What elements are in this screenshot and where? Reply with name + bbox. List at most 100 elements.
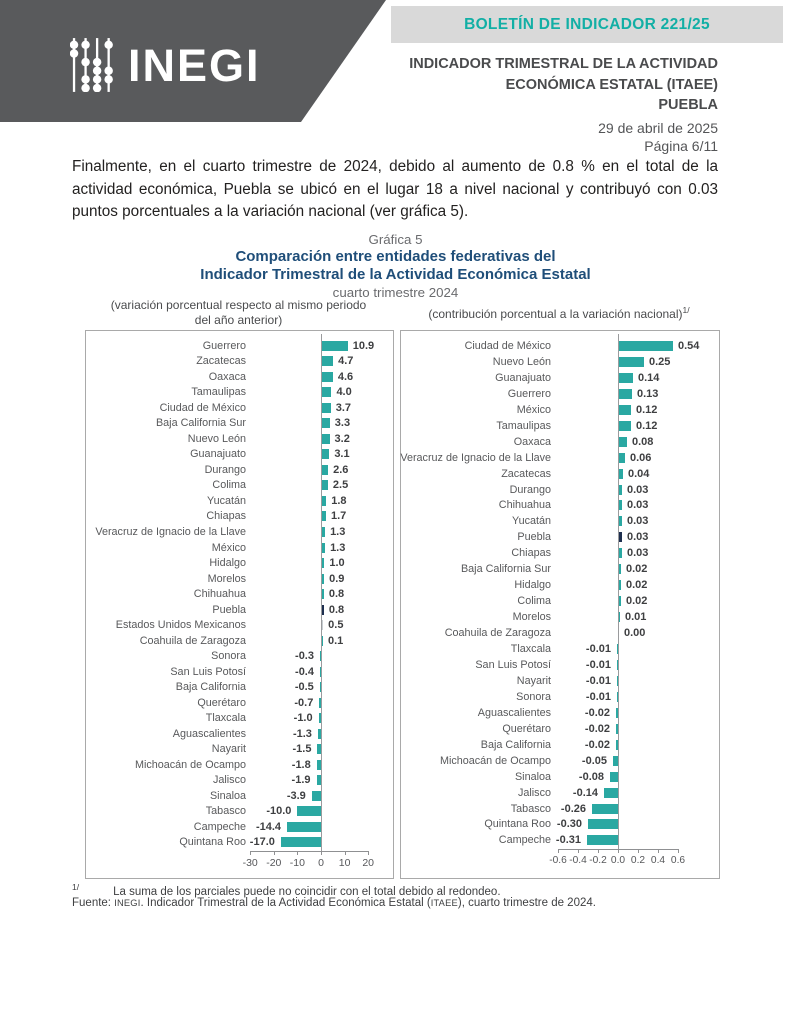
chart-row-label: Quintana Roo (484, 818, 551, 831)
chart-value-label: 0.00 (624, 627, 646, 640)
chart-bar (616, 739, 618, 750)
chart-value-label: -0.02 (584, 738, 610, 751)
chart-bar (588, 819, 618, 830)
chart-bar (322, 542, 326, 553)
x-axis-tick-label: 20 (362, 857, 375, 870)
chart-bar (616, 723, 618, 734)
bulletin-band: BOLETÍN DE INDICADOR 221/25 (391, 6, 783, 43)
x-axis-tick (273, 851, 275, 856)
chart-bar (613, 755, 618, 766)
chart-value-label: 0.02 (626, 563, 648, 576)
chart-bar (619, 340, 673, 351)
chart-value-label: 0.08 (632, 435, 654, 448)
chart-bar (322, 356, 334, 367)
chart-row-label: Ciudad de México (159, 401, 246, 414)
chart-row-label: Querétaro (197, 696, 246, 709)
chart-row-label: Zacatecas (196, 355, 246, 368)
chart-value-label: 0.25 (649, 355, 671, 368)
x-axis-tick-label: 0.6 (670, 855, 686, 867)
chart-value-label: 0.02 (626, 595, 648, 608)
chart-value-label: -0.26 (560, 802, 586, 815)
chart-value-label: -10.0 (266, 805, 292, 818)
chart-row-label: Chihuahua (498, 499, 551, 512)
figure-subtitle: cuarto trimestre 2024 (332, 285, 459, 300)
chart-bar (617, 675, 618, 686)
chart-value-label: 3.2 (334, 432, 350, 445)
chart-value-label: -1.8 (291, 758, 311, 771)
figure-title-line-2: Indicador Trimestral de la Actividad Eco… (200, 266, 591, 283)
x-axis-tick (250, 851, 252, 856)
chart-row-label: Baja California Sur (155, 417, 246, 430)
footnote: 1/La suma de los parciales puede no coin… (72, 882, 752, 898)
chart-bar (619, 548, 622, 559)
x-axis-tick (344, 851, 346, 856)
chart-row-label: Chihuahua (193, 588, 246, 601)
chart-row-label: Oaxaca (208, 370, 246, 383)
x-axis-tick (678, 849, 679, 854)
chart-row-label: Michoacán de Ocampo (134, 758, 246, 771)
chart-bar (322, 604, 324, 615)
chart-value-label: -17.0 (249, 836, 275, 849)
chart-bar (619, 500, 622, 511)
doc-title-line-2: ECONÓMICA ESTATAL (ITAEE) (505, 76, 718, 93)
source-suffix: ), cuarto trimestre de 2024. (457, 897, 596, 909)
x-axis-tick-label: 0.4 (650, 855, 666, 867)
chart-value-label: -0.01 (585, 690, 611, 703)
chart-value-label: -0.02 (584, 722, 610, 735)
chart-row-label: Colima (212, 479, 246, 492)
chart-value-label: -0.01 (585, 674, 611, 687)
chart-bar (287, 821, 321, 832)
left-chart-panel: Guerrero 10.9 Zacatecas 4.7 Oaxaca 4.6 Tamauli… (85, 330, 394, 879)
x-axis-tick (578, 849, 579, 854)
chart-bar (619, 484, 622, 495)
chart-row-label: Yucatán (511, 515, 551, 528)
source-itaee: ITAEE (430, 898, 458, 908)
chart-bar (610, 771, 618, 782)
chart-bar (322, 511, 326, 522)
chart-row-label: Guanajuato (190, 448, 246, 461)
chart-bar (319, 682, 321, 693)
x-axis-tick (368, 851, 370, 856)
chart-bar (322, 527, 326, 537)
x-axis-tick-label: -0.2 (589, 855, 607, 867)
x-axis-tick-label: -0.6 (549, 855, 567, 867)
figure-title-line-1: Comparación entre entidades federativas … (235, 248, 556, 265)
doc-title-line-1: INDICADOR TRIMESTRAL DE LA ACTIVIDAD (409, 56, 718, 72)
chart-value-label: -1.9 (291, 774, 311, 787)
chart-value-label: 4.6 (337, 370, 354, 383)
chart-row-label: Guerrero (202, 339, 246, 352)
chart-row-label: Querétaro (502, 722, 551, 735)
chart-value-label: 0.8 (328, 588, 345, 601)
chart-value-label: 3.7 (335, 401, 352, 414)
chart-value-label: -0.02 (584, 706, 610, 719)
right-caption-text: (contribución porcentual a la variación … (428, 307, 683, 321)
chart-row-label: Sinaloa (209, 789, 246, 802)
zero-baseline (618, 334, 619, 850)
chart-row-label: Guerrero (507, 387, 551, 400)
chart-bar (617, 644, 618, 655)
chart-value-label: 1.8 (331, 494, 347, 507)
chart-value-label: 10.9 (352, 339, 375, 352)
x-axis-tick (638, 849, 639, 854)
chart-row-label: Chiapas (206, 510, 246, 523)
left-chart-caption: (variación porcentual respecto al mismo … (85, 298, 392, 328)
chart-bar (619, 580, 621, 591)
x-axis-tick (658, 849, 659, 854)
zero-baseline (321, 334, 322, 852)
chart-bar (592, 803, 618, 814)
chart-row-label: Tlaxcala (510, 643, 551, 656)
chart-value-label: 3.3 (334, 417, 351, 430)
left-caption-line-2: del año anterior) (194, 313, 283, 327)
chart-value-label: 2.5 (332, 479, 349, 492)
chart-row-label: Nayarit (211, 743, 246, 756)
chart-row-label: Campeche (193, 820, 246, 833)
chart-row-label: Zacatecas (501, 467, 551, 480)
x-axis-tick-label: -0.4 (569, 855, 587, 867)
chart-row-label: Nuevo León (492, 355, 551, 368)
chart-value-label: 0.03 (627, 515, 649, 528)
chart-row-label: Hidalgo (514, 579, 551, 592)
chart-row-label: San Luis Potosí (170, 665, 246, 678)
chart-row-label: Sonora (211, 650, 246, 663)
chart-bar (617, 659, 618, 670)
chart-bar (619, 596, 621, 607)
